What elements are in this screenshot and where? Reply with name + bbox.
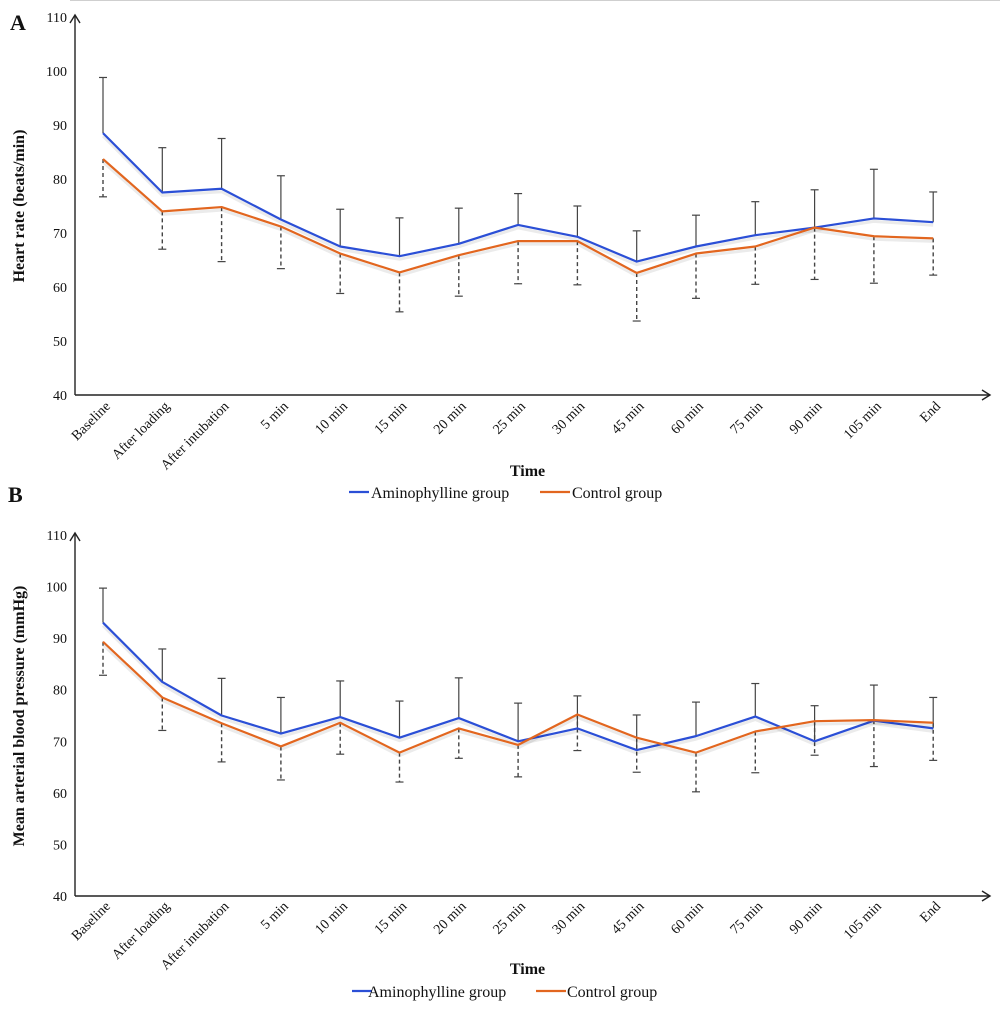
legend-label: Aminophylline group [368, 984, 506, 1001]
top-rule [70, 0, 1000, 1]
x-tick-label: 60 min [668, 899, 706, 937]
legend-label: Aminophylline group [371, 485, 509, 502]
panel-label: B [8, 482, 23, 507]
y-tick-label: 70 [53, 227, 67, 242]
x-tick-label: 30 min [550, 399, 588, 437]
panel-label: A [10, 10, 26, 35]
x-tick-label: 105 min [841, 399, 884, 442]
y-axis-title: Heart rate (beats/min) [11, 130, 28, 283]
y-tick-label: 100 [46, 65, 67, 80]
y-tick-label: 50 [53, 335, 67, 350]
series-shadow-control-group [101, 643, 934, 758]
x-tick-label: Baseline [69, 399, 114, 444]
x-tick-label: 10 min [313, 399, 351, 437]
x-tick-label: End [917, 399, 944, 426]
y-tick-label: 90 [53, 632, 67, 647]
y-tick-label: 40 [53, 890, 67, 905]
x-axis-arrow [981, 890, 992, 902]
x-tick-label: 90 min [787, 399, 825, 437]
y-tick-label: 100 [46, 581, 67, 596]
legend: Aminophylline group Control group [349, 485, 662, 502]
x-tick-label: 10 min [313, 899, 351, 937]
y-tick-label: 40 [53, 389, 67, 404]
x-tick-label: 105 min [841, 899, 884, 942]
x-tick-label: 5 min [258, 399, 291, 432]
x-tick-label: 25 min [491, 899, 529, 937]
x-tick-label: 45 min [609, 899, 647, 937]
y-tick-label: 60 [53, 281, 67, 296]
x-tick-label: 15 min [372, 399, 410, 437]
y-tick-label: 90 [53, 119, 67, 134]
x-tick-label: 20 min [431, 899, 469, 937]
x-tick-label: Baseline [69, 899, 114, 944]
legend-label: Control group [572, 485, 662, 502]
series-shadow-control-group [102, 160, 934, 278]
x-tick-label: After loading [109, 399, 173, 463]
x-tick-label: 75 min [728, 899, 766, 937]
y-tick-label: 80 [53, 684, 67, 699]
y-tick-label: 70 [53, 735, 67, 750]
y-tick-label: 50 [53, 838, 67, 853]
x-axis-title: Time [510, 961, 545, 978]
y-tick-label: 80 [53, 173, 67, 188]
legend: Aminophylline group Control group [352, 984, 657, 1001]
x-axis-arrow [981, 389, 992, 401]
y-tick-label: 110 [47, 11, 67, 26]
x-tick-label: 60 min [668, 399, 706, 437]
y-axis-arrow [69, 531, 81, 542]
x-tick-label: 20 min [431, 399, 469, 437]
y-tick-label: 110 [47, 529, 67, 544]
x-tick-label: 25 min [491, 399, 529, 437]
y-tick-label: 60 [53, 787, 67, 802]
x-tick-label: 45 min [609, 399, 647, 437]
x-tick-label: 30 min [550, 899, 588, 937]
x-tick-label: 5 min [258, 899, 291, 932]
x-tick-label: 75 min [728, 399, 766, 437]
x-tick-label: After loading [109, 899, 173, 963]
x-tick-label: 90 min [787, 899, 825, 937]
y-axis-title: Mean arterial blood pressure (mmHg) [11, 586, 28, 847]
y-axis-arrow [69, 13, 81, 24]
x-axis-title: Time [510, 463, 545, 480]
legend-label: Control group [567, 984, 657, 1001]
x-tick-label: 15 min [372, 899, 410, 937]
x-tick-label: End [917, 899, 944, 926]
